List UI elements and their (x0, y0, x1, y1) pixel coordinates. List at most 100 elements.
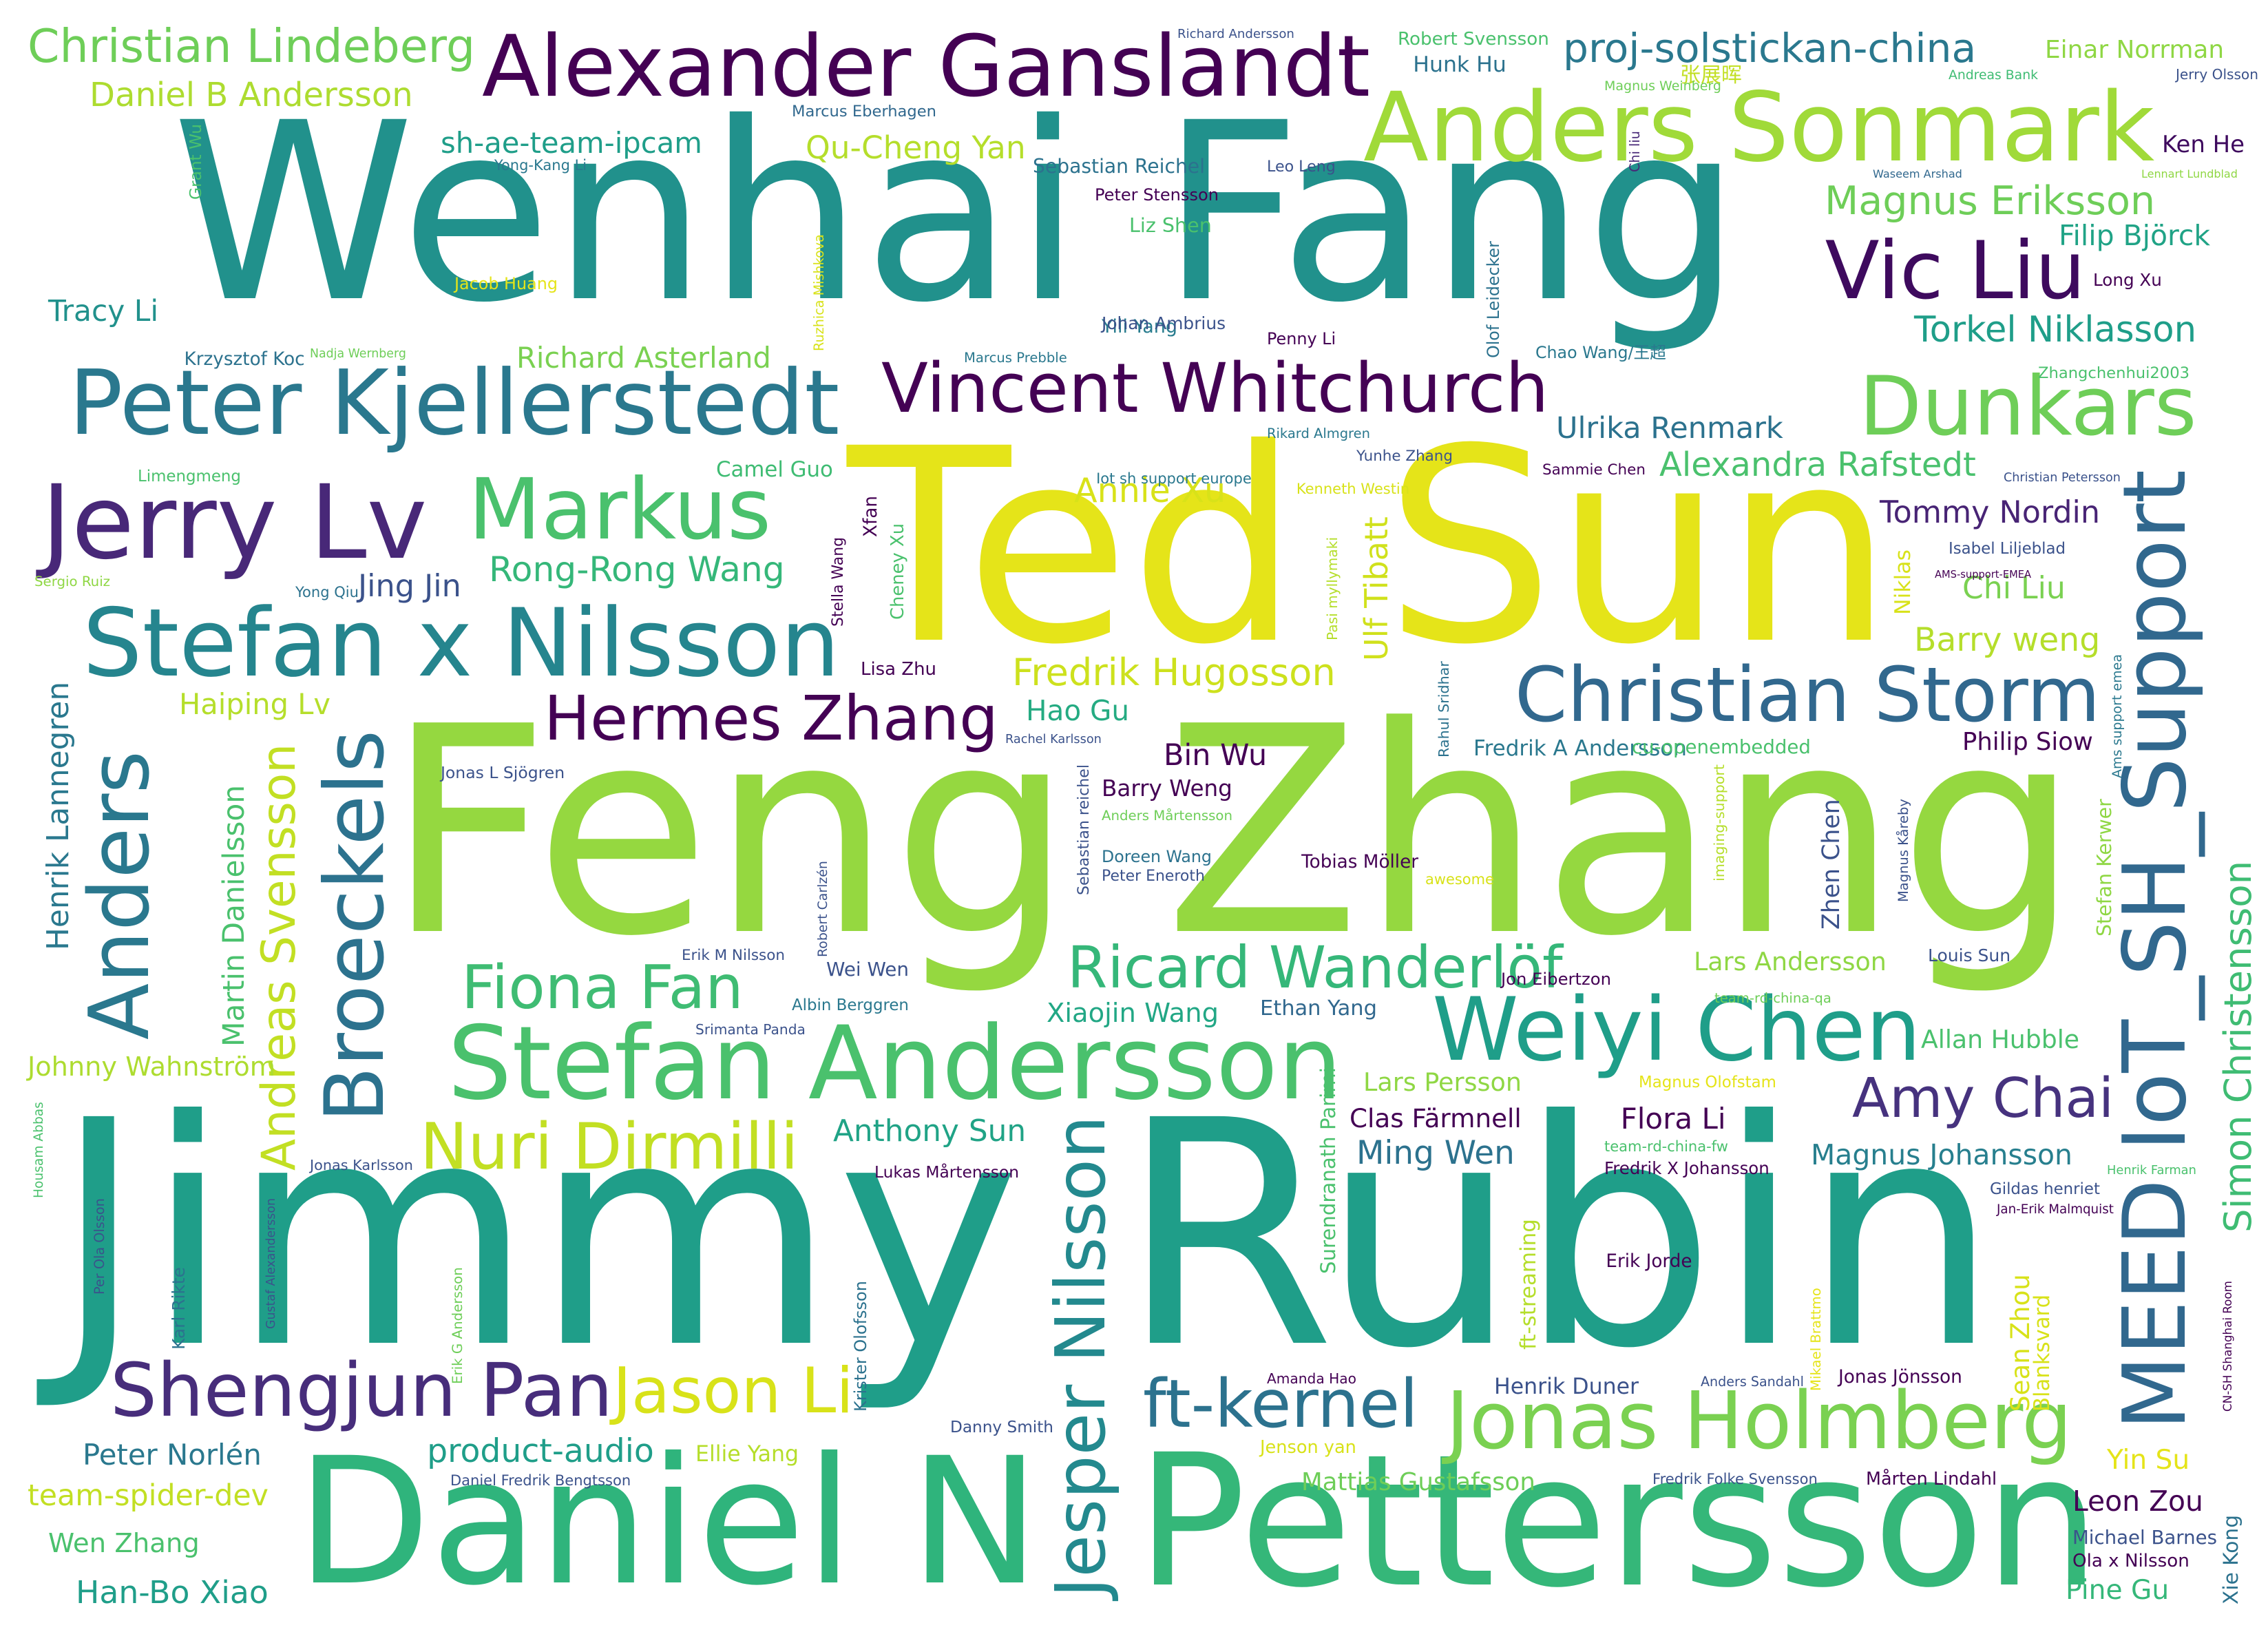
word: Isabel Liljeblad (1949, 540, 2066, 558)
word: Yin Su (2107, 1444, 2190, 1476)
word: Ruzhica Mishkova (811, 234, 828, 351)
word: Vic Liu (1825, 225, 2086, 318)
word: Jerry Lv (41, 463, 428, 583)
word: Robert Svensson (1398, 29, 1549, 50)
word: Flora Li (1620, 1102, 1726, 1136)
word: Stefan x Nilsson (83, 588, 840, 698)
word: Jesper Nilsson (1040, 1115, 1121, 1598)
word: Grant Wu (187, 124, 206, 200)
word: Lukas Mårtensson (874, 1162, 1019, 1182)
word: Tracy Li (48, 294, 159, 328)
word: Annie Xu (1074, 470, 1226, 510)
word: Marcus Eberhagen (792, 103, 936, 121)
word: Sebastian reichel (1075, 764, 1093, 895)
word: Yong-Kang Li (494, 156, 587, 174)
word: Lennart Lundblad (2141, 167, 2238, 180)
word: Christian Lindeberg (28, 19, 476, 74)
word: Gildas henriet (1990, 1180, 2100, 1199)
word: Leon Zou (2072, 1484, 2203, 1518)
word: Jenson yan (1260, 1436, 1356, 1458)
word: Filip Björck (2059, 219, 2211, 253)
word: CN-SH Shanghai Room (2220, 1281, 2234, 1412)
word: Yili Yang (1102, 315, 1177, 337)
word: Anders Mårtensson (1102, 808, 1232, 824)
word: Amanda Hao (1267, 1370, 1356, 1388)
word: Anders Sandahl (1701, 1374, 1804, 1390)
word: Philip Siow (1962, 727, 2093, 756)
word: Anders Sonmark (1363, 71, 2155, 183)
word: Wei Wen (826, 957, 909, 981)
word: Jonas Holmberg (1446, 1375, 2072, 1468)
word: Robert Carlzén (815, 861, 830, 957)
word: Barry weng (1914, 621, 2101, 660)
word: Gustaf Alexandersson (264, 1198, 279, 1329)
word: Allan Hubble (1921, 1024, 2080, 1054)
word: Stefan Kerwer (2093, 799, 2117, 937)
word: sh-ae-team-ipcam (441, 125, 702, 160)
word: Doreen Wang (1102, 847, 1212, 867)
word: team-rd-china-qa (1714, 990, 1831, 1007)
word: Danny Smith (950, 1417, 1053, 1436)
word: Sebastian Reichel (1033, 155, 1205, 178)
word: Yunhe Zhang (1356, 447, 1453, 465)
word: Broeckels (306, 730, 402, 1122)
word: Vincent Whitchurch (881, 349, 1549, 429)
word: Jacob Huang (454, 273, 558, 293)
word: Surendranath Parimi (1316, 1067, 1341, 1274)
word: Anthony Sun (833, 1113, 1027, 1149)
word: ft-kernel (1143, 1366, 1418, 1443)
word: Liz Shen (1129, 213, 1212, 238)
word: Pasi myllymaki (1323, 536, 1341, 640)
word: Erik Jorde (1606, 1251, 1692, 1273)
word: Andreas Svensson (251, 743, 306, 1171)
word: Alexander Ganslandt (482, 17, 1371, 116)
word: Wenhai Fang (171, 70, 1742, 357)
word: Krister Olofsson (851, 1281, 870, 1412)
word: Ulf Tibatt (1358, 516, 1395, 661)
word: Jimmy Rubin (52, 1055, 1999, 1417)
word: Christian Storm (1515, 651, 2101, 740)
word: Michael Barnes (2072, 1525, 2217, 1549)
word: Alexandra Rafstedt (1659, 446, 1976, 484)
word: Housam Abbas (32, 1102, 47, 1198)
word: proj-solstickan-china (1563, 24, 1977, 72)
word: Ola x Nilsson (2072, 1551, 2190, 1572)
word: Zhangchenhui2003 (2038, 364, 2190, 383)
word: 张展晖 (1680, 63, 1742, 87)
word: Daniel N (296, 1419, 1040, 1624)
word: Zhen Chen (1817, 799, 1845, 930)
word: Chi Liu (1962, 570, 2066, 606)
word: Waseem Arshad (1873, 167, 1962, 180)
word: Andreas Bank (1949, 67, 2038, 83)
word: Jan-Erik Malmquist (1997, 1202, 2114, 1217)
word: Mattias Gustafsson (1301, 1467, 1535, 1496)
word: Olof Leidecker (1484, 241, 1504, 358)
word: Henrik Farman (2107, 1163, 2196, 1178)
word: Cheney Xu (888, 523, 909, 620)
word: Clas Färmnell (1350, 1103, 1522, 1134)
word: AMS-support-EMEA (1935, 568, 2032, 580)
word: Shengjun Pan (110, 1348, 613, 1434)
word: Marcus Prebble (964, 350, 1067, 366)
word: Feng Zhang (386, 666, 2080, 1000)
word: Blanksvard (2030, 1294, 2055, 1412)
word: ft-streaming (1515, 1219, 1541, 1350)
word: Limengmeng (138, 468, 241, 485)
word: Erik G Andersson (450, 1267, 466, 1384)
word: Dunkars (1859, 358, 2197, 454)
word: Sean Zhou (2006, 1274, 2036, 1412)
word: Sergio Ruiz (34, 574, 111, 590)
word: Magnus Olofstam (1639, 1074, 1776, 1092)
word: Karl Rikte (168, 1267, 189, 1350)
word: Mårten Lindahl (1866, 1467, 1997, 1489)
word: Hunk Hu (1413, 52, 1506, 78)
word: Magnus Johansson (1811, 1138, 2072, 1171)
word: Chi liu (1627, 131, 1644, 172)
word: Hao Gu (1026, 694, 1130, 728)
word: Barry Weng (1102, 775, 1232, 802)
word: Lisa Zhu (861, 658, 936, 680)
word: Lars Persson (1363, 1067, 1522, 1098)
word: Jonas L Sjögren (441, 762, 565, 782)
word: Han-Bo Xiao (76, 1573, 269, 1611)
